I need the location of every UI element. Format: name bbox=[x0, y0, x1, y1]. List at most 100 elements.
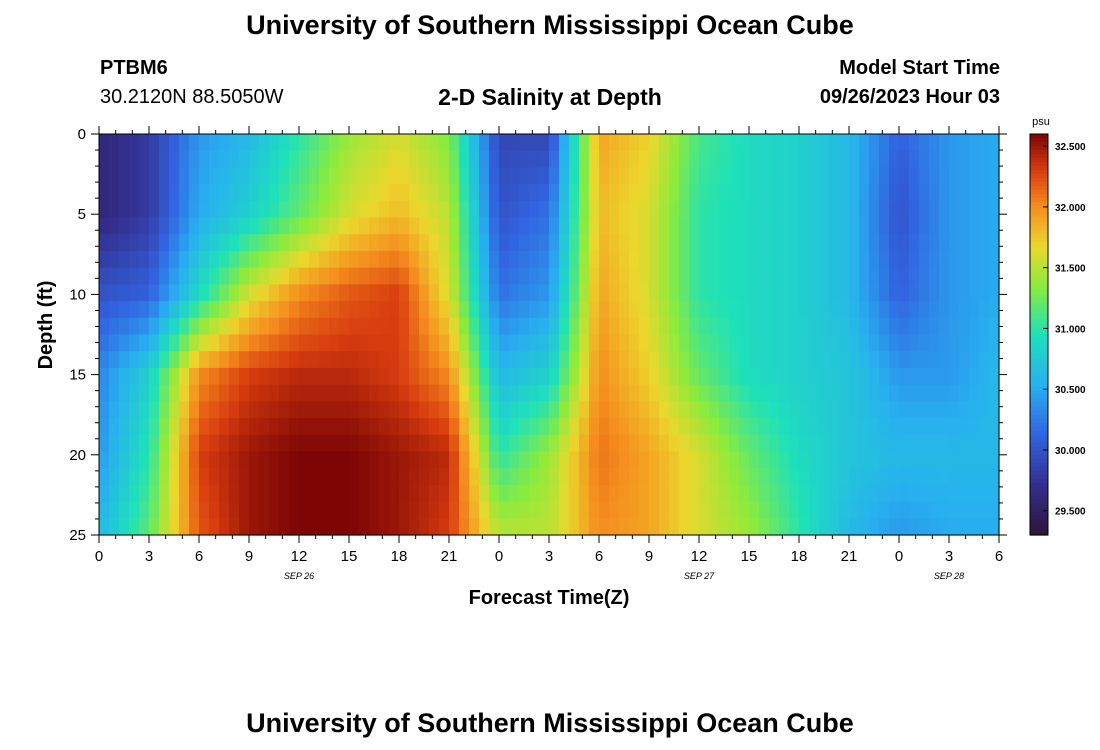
heatmap-cell bbox=[529, 200, 540, 219]
heatmap-cell bbox=[609, 301, 620, 319]
heatmap-cell bbox=[489, 200, 500, 219]
heatmap-cell bbox=[309, 434, 320, 453]
heatmap-cell bbox=[779, 134, 790, 152]
heatmap-cell bbox=[719, 150, 730, 169]
heatmap-cell bbox=[629, 217, 640, 235]
heatmap-cell bbox=[339, 134, 350, 152]
colorbar-segment bbox=[1030, 310, 1048, 316]
heatmap-cell bbox=[919, 401, 930, 419]
colorbar-segment bbox=[1030, 526, 1048, 532]
heatmap-cell bbox=[559, 334, 570, 352]
heatmap-cell bbox=[799, 217, 810, 235]
heatmap-cell bbox=[199, 184, 210, 202]
heatmap-cell bbox=[539, 184, 550, 202]
heatmap-cell bbox=[619, 518, 630, 536]
heatmap-cell bbox=[899, 217, 910, 235]
heatmap-cell bbox=[599, 301, 610, 319]
heatmap-cell bbox=[919, 317, 930, 336]
heatmap-cell bbox=[359, 234, 370, 252]
x-tick-label: 0 bbox=[495, 548, 503, 565]
heatmap-cell bbox=[799, 301, 810, 319]
heatmap-cell bbox=[139, 468, 150, 486]
heatmap-cell bbox=[769, 434, 780, 453]
heatmap-cell bbox=[529, 267, 540, 285]
heatmap-cell bbox=[129, 334, 140, 352]
heatmap-cell bbox=[839, 167, 850, 185]
colorbar-segment bbox=[1030, 226, 1048, 231]
heatmap-cell bbox=[669, 334, 680, 352]
heatmap-cell bbox=[199, 434, 210, 453]
heatmap-cell bbox=[749, 200, 760, 219]
heatmap-cell bbox=[619, 250, 630, 269]
heatmap-cell bbox=[679, 167, 690, 185]
heatmap-cell bbox=[169, 234, 180, 252]
heatmap-cell bbox=[459, 451, 470, 469]
heatmap-cell bbox=[439, 301, 450, 319]
heatmap-cell bbox=[949, 200, 960, 219]
heatmap-cell bbox=[239, 217, 250, 235]
heatmap-cell bbox=[599, 351, 610, 369]
heatmap-cell bbox=[629, 150, 640, 169]
heatmap-cell bbox=[629, 418, 640, 436]
heatmap-cell bbox=[119, 217, 130, 235]
heatmap-cell bbox=[279, 184, 290, 202]
heatmap-cell bbox=[839, 184, 850, 202]
heatmap-cell bbox=[439, 217, 450, 235]
heatmap-cell bbox=[549, 150, 560, 169]
heatmap-cell bbox=[179, 484, 190, 503]
heatmap-cell bbox=[639, 367, 650, 386]
heatmap-cell bbox=[189, 384, 200, 402]
heatmap-cell bbox=[679, 401, 690, 419]
heatmap-cell bbox=[669, 234, 680, 252]
heatmap-cell bbox=[919, 351, 930, 369]
heatmap-cell bbox=[569, 167, 580, 185]
heatmap-cell bbox=[359, 401, 370, 419]
heatmap-cell bbox=[489, 384, 500, 402]
heatmap-cell bbox=[599, 401, 610, 419]
heatmap-cell bbox=[239, 367, 250, 386]
colorbar-segment bbox=[1030, 210, 1048, 215]
heatmap-cell bbox=[619, 284, 630, 302]
heatmap-cell bbox=[589, 384, 600, 402]
heatmap-cell bbox=[879, 267, 890, 285]
heatmap-cell bbox=[719, 501, 730, 519]
heatmap-cell bbox=[269, 250, 280, 269]
heatmap-cell bbox=[949, 418, 960, 436]
heatmap-cell bbox=[719, 217, 730, 235]
heatmap-cell bbox=[709, 134, 720, 152]
heatmap-cell bbox=[679, 317, 690, 336]
heatmap-cell bbox=[499, 134, 510, 152]
heatmap-cell bbox=[399, 418, 410, 436]
heatmap-cell bbox=[249, 518, 260, 536]
heatmap-cell bbox=[639, 418, 650, 436]
heatmap-cell bbox=[379, 184, 390, 202]
heatmap-cell bbox=[499, 200, 510, 219]
heatmap-cell bbox=[489, 184, 500, 202]
heatmap-cell bbox=[509, 351, 520, 369]
heatmap-cell bbox=[519, 284, 530, 302]
heatmap-cell bbox=[299, 184, 310, 202]
heatmap-cell bbox=[599, 334, 610, 352]
heatmap-cell bbox=[649, 434, 660, 453]
heatmap-cell bbox=[229, 451, 240, 469]
heatmap-cell bbox=[359, 317, 370, 336]
heatmap-cell bbox=[849, 334, 860, 352]
colorbar-segment bbox=[1030, 214, 1048, 219]
heatmap-cell bbox=[469, 518, 480, 536]
heatmap-cell bbox=[169, 250, 180, 269]
heatmap-cell bbox=[629, 484, 640, 503]
heatmap-cell bbox=[779, 367, 790, 386]
heatmap-cell bbox=[859, 200, 870, 219]
heatmap-cell bbox=[109, 284, 120, 302]
heatmap-cell bbox=[929, 484, 940, 503]
heatmap-cell bbox=[909, 418, 920, 436]
heatmap-cell bbox=[939, 217, 950, 235]
heatmap-cell bbox=[369, 217, 380, 235]
heatmap-cell bbox=[519, 217, 530, 235]
colorbar-tick-label: 31.000 bbox=[1055, 324, 1086, 335]
heatmap-cell bbox=[989, 468, 1000, 486]
y-tick-label: 15 bbox=[69, 367, 86, 384]
heatmap-cell bbox=[939, 418, 950, 436]
heatmap-cell bbox=[149, 434, 160, 453]
heatmap-cell bbox=[749, 134, 760, 152]
